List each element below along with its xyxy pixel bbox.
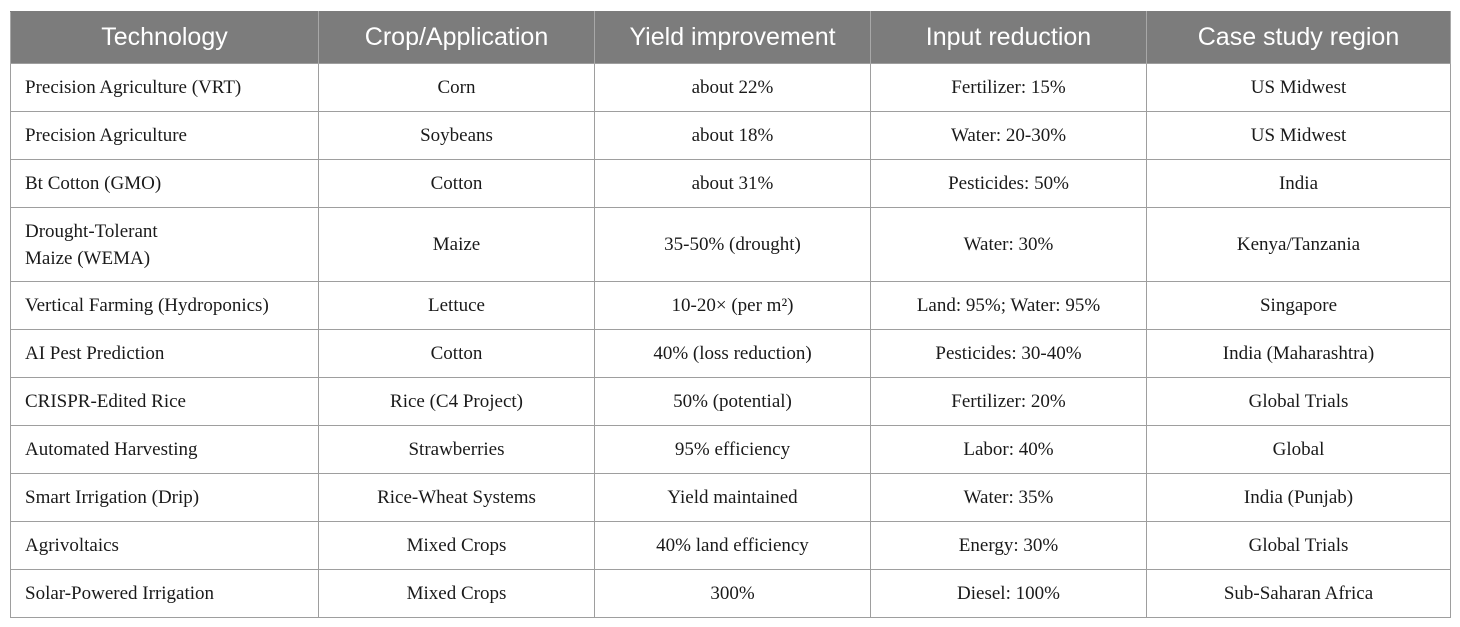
cell-region: Global xyxy=(1146,425,1451,474)
cell-input-reduction: Fertilizer: 20% xyxy=(870,377,1147,426)
table-row: Smart Irrigation (Drip) Rice-Wheat Syste… xyxy=(10,473,1451,522)
header-row: Technology Crop/Application Yield improv… xyxy=(10,11,1451,64)
cell-input-reduction: Diesel: 100% xyxy=(870,569,1147,618)
cell-crop: Strawberries xyxy=(318,425,595,474)
cell-yield: 300% xyxy=(594,569,871,618)
cell-input-reduction: Fertilizer: 15% xyxy=(870,63,1147,112)
cell-technology: Precision Agriculture (VRT) xyxy=(10,63,319,112)
table-row: Precision Agriculture Soybeans about 18%… xyxy=(10,111,1451,160)
data-table-container: Technology Crop/Application Yield improv… xyxy=(10,11,1451,618)
table-row: CRISPR-Edited Rice Rice (C4 Project) 50%… xyxy=(10,377,1451,426)
cell-crop: Mixed Crops xyxy=(318,569,595,618)
cell-input-reduction: Labor: 40% xyxy=(870,425,1147,474)
cell-region: US Midwest xyxy=(1146,63,1451,112)
table-row: Drought-Tolerant Maize (WEMA) Maize 35-5… xyxy=(10,207,1451,282)
table-header: Technology Crop/Application Yield improv… xyxy=(10,11,1451,64)
cell-yield: 50% (potential) xyxy=(594,377,871,426)
cell-technology: Automated Harvesting xyxy=(10,425,319,474)
cell-technology: Precision Agriculture xyxy=(10,111,319,160)
cell-region: US Midwest xyxy=(1146,111,1451,160)
cell-crop: Mixed Crops xyxy=(318,521,595,570)
cell-yield: 40% land efficiency xyxy=(594,521,871,570)
table-row: Bt Cotton (GMO) Cotton about 31% Pestici… xyxy=(10,159,1451,208)
cell-input-reduction: Energy: 30% xyxy=(870,521,1147,570)
cell-yield: 35-50% (drought) xyxy=(594,207,871,282)
cell-technology: CRISPR-Edited Rice xyxy=(10,377,319,426)
cell-crop: Cotton xyxy=(318,329,595,378)
cell-input-reduction: Land: 95%; Water: 95% xyxy=(870,281,1147,330)
table-body: Precision Agriculture (VRT) Corn about 2… xyxy=(10,63,1451,618)
cell-crop: Corn xyxy=(318,63,595,112)
cell-input-reduction: Water: 30% xyxy=(870,207,1147,282)
cell-crop: Lettuce xyxy=(318,281,595,330)
cell-region: Global Trials xyxy=(1146,521,1451,570)
cell-yield: about 22% xyxy=(594,63,871,112)
cell-technology: Agrivoltaics xyxy=(10,521,319,570)
cell-crop: Cotton xyxy=(318,159,595,208)
cell-technology: Drought-Tolerant Maize (WEMA) xyxy=(10,207,319,282)
cell-yield: 10-20× (per m²) xyxy=(594,281,871,330)
cell-input-reduction: Water: 35% xyxy=(870,473,1147,522)
cell-crop: Rice-Wheat Systems xyxy=(318,473,595,522)
table-row: Solar-Powered Irrigation Mixed Crops 300… xyxy=(10,569,1451,618)
cell-region: India (Maharashtra) xyxy=(1146,329,1451,378)
cell-technology: AI Pest Prediction xyxy=(10,329,319,378)
cell-yield: 40% (loss reduction) xyxy=(594,329,871,378)
table-row: AI Pest Prediction Cotton 40% (loss redu… xyxy=(10,329,1451,378)
header-crop-application: Crop/Application xyxy=(318,11,595,64)
cell-region: Singapore xyxy=(1146,281,1451,330)
cell-yield: 95% efficiency xyxy=(594,425,871,474)
cell-region: India (Punjab) xyxy=(1146,473,1451,522)
table-row: Precision Agriculture (VRT) Corn about 2… xyxy=(10,63,1451,112)
cell-yield: about 18% xyxy=(594,111,871,160)
header-technology: Technology xyxy=(10,11,319,64)
cell-crop: Rice (C4 Project) xyxy=(318,377,595,426)
cell-technology: Solar-Powered Irrigation xyxy=(10,569,319,618)
cell-technology: Vertical Farming (Hydroponics) xyxy=(10,281,319,330)
cell-input-reduction: Pesticides: 50% xyxy=(870,159,1147,208)
cell-crop: Soybeans xyxy=(318,111,595,160)
cell-yield: about 31% xyxy=(594,159,871,208)
table-row: Agrivoltaics Mixed Crops 40% land effici… xyxy=(10,521,1451,570)
technology-comparison-table: Technology Crop/Application Yield improv… xyxy=(10,11,1451,618)
cell-technology-text: Drought-Tolerant Maize (WEMA) xyxy=(25,220,158,269)
cell-input-reduction: Pesticides: 30-40% xyxy=(870,329,1147,378)
cell-technology: Bt Cotton (GMO) xyxy=(10,159,319,208)
cell-technology: Smart Irrigation (Drip) xyxy=(10,473,319,522)
cell-region: Sub-Saharan Africa xyxy=(1146,569,1451,618)
header-yield-improvement: Yield improvement xyxy=(594,11,871,64)
header-case-study-region: Case study region xyxy=(1146,11,1451,64)
table-row: Automated Harvesting Strawberries 95% ef… xyxy=(10,425,1451,474)
table-row: Vertical Farming (Hydroponics) Lettuce 1… xyxy=(10,281,1451,330)
header-input-reduction: Input reduction xyxy=(870,11,1147,64)
cell-region: India xyxy=(1146,159,1451,208)
cell-region: Global Trials xyxy=(1146,377,1451,426)
cell-input-reduction: Water: 20-30% xyxy=(870,111,1147,160)
cell-crop: Maize xyxy=(318,207,595,282)
cell-region: Kenya/Tanzania xyxy=(1146,207,1451,282)
cell-yield: Yield maintained xyxy=(594,473,871,522)
